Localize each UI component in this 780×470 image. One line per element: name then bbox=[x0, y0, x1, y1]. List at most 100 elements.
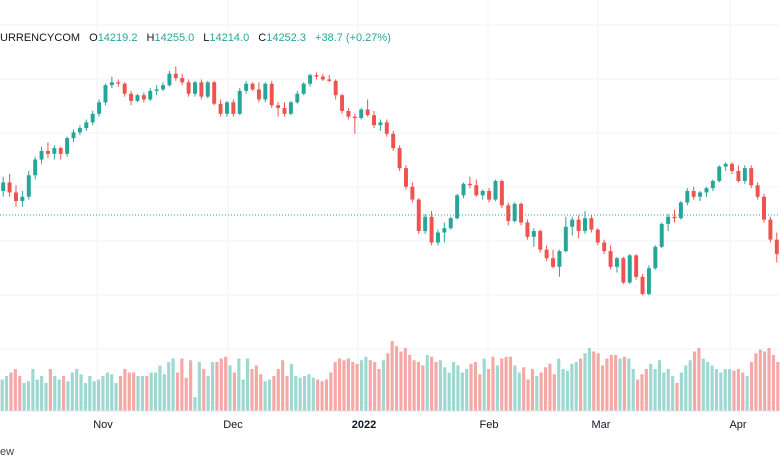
candle-body bbox=[474, 185, 479, 196]
volume-bar bbox=[210, 362, 215, 411]
volume-bar bbox=[469, 363, 473, 411]
volume-bar bbox=[35, 379, 39, 411]
candle-body bbox=[39, 150, 44, 160]
candle-body bbox=[576, 219, 581, 232]
volume-bar bbox=[535, 376, 539, 411]
candle-body bbox=[710, 181, 715, 189]
candle-body bbox=[90, 113, 95, 123]
ohlc-legend: URRENCYCOM O14219.2 H14255.0 L14214.0 C1… bbox=[0, 32, 391, 44]
volume-bar bbox=[13, 369, 17, 411]
volume-bar bbox=[53, 376, 57, 411]
candle-body bbox=[71, 132, 76, 139]
volume-bar bbox=[237, 358, 241, 411]
volume-bar bbox=[79, 374, 83, 411]
candle-body bbox=[116, 82, 121, 84]
volume-bar bbox=[609, 355, 613, 411]
candle-body bbox=[7, 182, 12, 193]
candle-body bbox=[161, 85, 166, 90]
volume-bar bbox=[394, 346, 399, 411]
candle-body bbox=[109, 82, 114, 86]
volume-bar bbox=[539, 372, 543, 411]
volume-bar bbox=[692, 351, 697, 411]
volume-bar bbox=[4, 376, 9, 411]
volume-bar bbox=[701, 358, 705, 411]
candle-body bbox=[212, 82, 217, 104]
candle-body bbox=[538, 231, 543, 250]
candle-body bbox=[570, 219, 575, 227]
candle-body bbox=[416, 199, 421, 232]
volume-bar bbox=[153, 372, 158, 411]
x-tick-label: Dec bbox=[223, 419, 243, 431]
candle-body bbox=[653, 246, 658, 269]
volume-bar bbox=[482, 358, 486, 411]
volume-bar bbox=[543, 367, 548, 411]
volume-bar bbox=[224, 356, 228, 411]
volume-bar bbox=[48, 369, 52, 411]
volume-bar bbox=[671, 376, 675, 411]
volume-bar bbox=[741, 372, 745, 411]
candle-body bbox=[531, 231, 536, 237]
candle-body bbox=[193, 82, 197, 94]
low-label: L bbox=[203, 32, 210, 44]
volume-bar bbox=[390, 341, 394, 411]
candle-body bbox=[135, 95, 140, 101]
candle-body bbox=[506, 205, 511, 222]
volume-bar bbox=[548, 363, 552, 411]
candle-body bbox=[103, 85, 108, 103]
volume-bar bbox=[443, 367, 447, 411]
volume-bar bbox=[416, 362, 421, 411]
volume-bar bbox=[662, 372, 666, 411]
volume-bar bbox=[18, 376, 22, 411]
candle-body bbox=[365, 109, 370, 116]
candle-body bbox=[448, 218, 453, 229]
candle-body bbox=[352, 116, 357, 119]
candle-body bbox=[487, 191, 492, 200]
volume-bar bbox=[487, 369, 491, 411]
candle-body bbox=[410, 186, 415, 200]
volume-bar bbox=[732, 370, 736, 411]
volume-bar bbox=[504, 356, 508, 411]
volume-bar bbox=[557, 358, 561, 411]
volume-bar bbox=[697, 348, 701, 411]
volume-bar bbox=[381, 360, 386, 411]
volume-bar bbox=[561, 369, 565, 411]
volume-bar bbox=[338, 358, 342, 411]
candle-body bbox=[397, 148, 402, 169]
candle-body bbox=[205, 82, 210, 97]
volume-bar bbox=[75, 369, 79, 411]
candle-body bbox=[442, 228, 447, 233]
candle-body bbox=[774, 239, 779, 254]
candle-body bbox=[282, 108, 287, 114]
volume-bar bbox=[719, 372, 723, 411]
volume-bar bbox=[114, 383, 118, 411]
volume-bar bbox=[570, 363, 574, 411]
volume-bar bbox=[70, 372, 74, 411]
volume-bar bbox=[110, 374, 114, 411]
volume-bar bbox=[495, 365, 499, 411]
volume-bar bbox=[754, 353, 758, 411]
volume-bar bbox=[57, 379, 61, 411]
volume-bar bbox=[88, 376, 92, 411]
candle-body bbox=[480, 191, 485, 196]
volume-bar bbox=[373, 362, 377, 411]
candle-body bbox=[557, 251, 562, 267]
candle-body bbox=[224, 102, 229, 114]
volume-bar bbox=[324, 379, 329, 411]
volume-bar bbox=[241, 379, 245, 411]
volume-bar bbox=[456, 365, 460, 411]
volume-bar bbox=[579, 358, 583, 411]
volume-bar bbox=[351, 362, 355, 411]
candle-body bbox=[384, 122, 389, 134]
volume-bar bbox=[66, 381, 70, 411]
candle-body bbox=[455, 195, 460, 219]
volume-bar bbox=[136, 376, 140, 411]
volume-bar bbox=[583, 353, 587, 411]
volume-bar bbox=[0, 379, 4, 411]
volume-bar bbox=[728, 369, 732, 411]
candle-body bbox=[167, 73, 172, 86]
volume-bar bbox=[44, 383, 48, 411]
candle-body bbox=[640, 276, 645, 294]
volume-bar bbox=[232, 372, 237, 411]
volume-bar bbox=[618, 358, 622, 411]
